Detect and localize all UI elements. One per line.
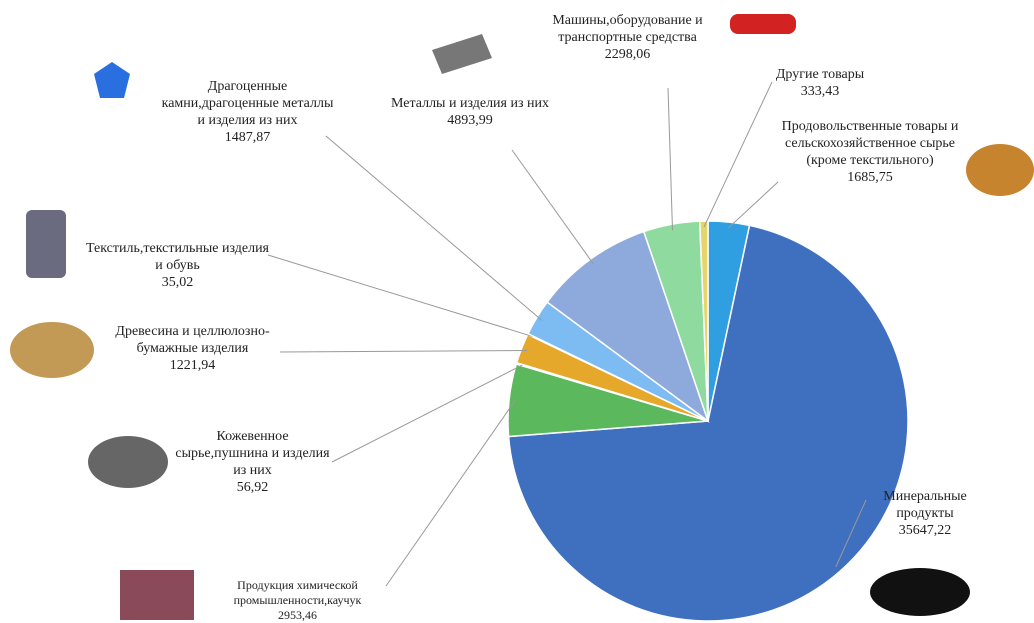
burger-icon <box>966 144 1034 196</box>
category-name: Другие товары <box>775 67 865 82</box>
leader-line <box>385 400 516 587</box>
category-name: Минеральные продукты <box>883 489 967 521</box>
category-name: Продовольственные товары и сельскохозяйс… <box>781 119 959 168</box>
slice-label: Кожевенное сырье,пушнина и изделия из ни… <box>170 428 335 496</box>
leader-line <box>835 499 867 568</box>
category-name: Машины,оборудование и транспортные средс… <box>552 13 703 45</box>
slice-label: Машины,оборудование и транспортные средс… <box>535 12 720 63</box>
slice-label: Минеральные продукты 35647,22 <box>860 488 990 539</box>
category-name: Продукция химической промышленности,кауч… <box>233 578 362 607</box>
pie-slice <box>507 224 909 622</box>
oil-icon <box>870 568 970 616</box>
leather-icon <box>88 436 168 488</box>
leader-line <box>267 254 534 338</box>
car-icon <box>730 14 796 34</box>
slice-label: Древесина и целлюлозно-бумажные изделия 1… <box>100 323 285 374</box>
slice-label: Металлы и изделия из них 4893,99 <box>385 95 555 129</box>
value-label: 35,02 <box>161 275 194 290</box>
metal-icon <box>432 34 492 74</box>
leader-line <box>511 149 595 265</box>
textile-icon <box>26 210 66 278</box>
category-name: Древесина и целлюлозно-бумажные изделия <box>115 324 270 356</box>
category-name: Драгоценные камни,драгоценные металлы и … <box>161 79 334 128</box>
slice-label: Продукция химической промышленности,кауч… <box>205 578 390 623</box>
leader-line <box>703 81 773 228</box>
leader-line <box>667 87 673 231</box>
value-label: 2953,46 <box>278 608 317 622</box>
category-name: Кожевенное сырье,пушнина и изделия из ни… <box>175 429 330 478</box>
slice-label: Драгоценные камни,драгоценные металлы и … <box>160 78 335 146</box>
value-label: 1685,75 <box>847 170 893 185</box>
value-label: 56,92 <box>236 480 269 495</box>
leader-line <box>279 350 528 353</box>
value-label: 35647,22 <box>898 523 952 538</box>
leader-line <box>727 181 779 229</box>
value-label: 4893,99 <box>447 113 493 128</box>
leader-line <box>331 364 523 463</box>
category-name: Текстиль,текстильные изделия и обувь <box>86 241 269 273</box>
slice-label: Продовольственные товары и сельскохозяйс… <box>780 118 960 186</box>
chemistry-icon <box>120 570 194 620</box>
leader-line <box>325 135 543 321</box>
slice-label: Другие товары 333,43 <box>755 66 885 100</box>
category-name: Металлы и изделия из них <box>390 96 549 111</box>
wood-icon <box>10 322 94 378</box>
value-label: 333,43 <box>800 84 840 99</box>
value-label: 1221,94 <box>169 358 216 373</box>
pie-slice <box>698 220 709 422</box>
gem-icon <box>94 62 130 98</box>
value-label: 1487,87 <box>224 130 271 145</box>
icons <box>10 14 1034 620</box>
slice-label: Текстиль,текстильные изделия и обувь 35,0… <box>85 240 270 291</box>
value-label: 2298,06 <box>604 47 651 62</box>
